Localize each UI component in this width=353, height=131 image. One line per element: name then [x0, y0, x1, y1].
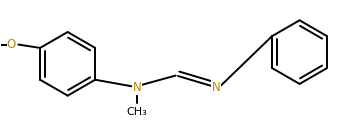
Text: N: N: [211, 81, 220, 94]
Text: O: O: [7, 38, 16, 51]
Text: CH₃: CH₃: [127, 107, 148, 116]
Text: N: N: [133, 81, 142, 94]
